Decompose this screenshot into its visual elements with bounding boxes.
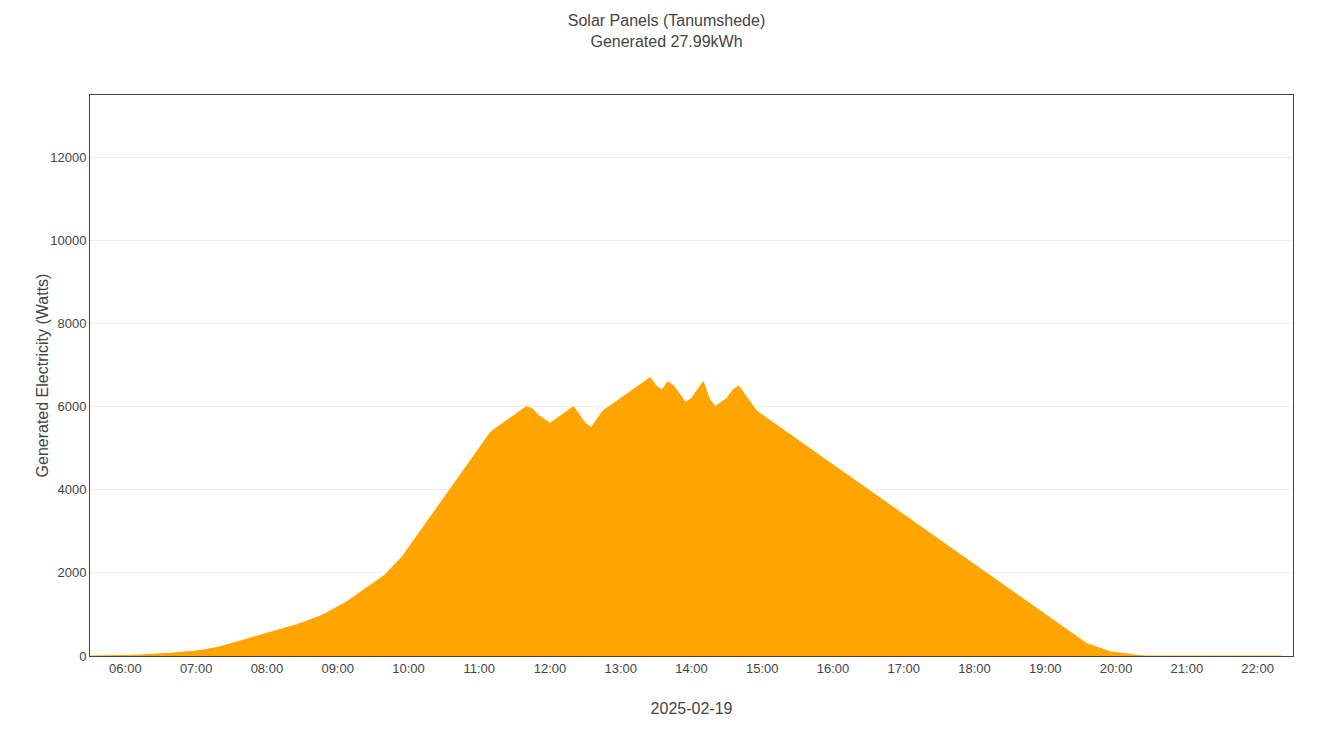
svg-text:07:00: 07:00 [180, 661, 213, 676]
svg-text:09:00: 09:00 [321, 661, 354, 676]
svg-text:8000: 8000 [57, 316, 86, 331]
svg-text:17:00: 17:00 [888, 661, 921, 676]
svg-text:06:00: 06:00 [109, 661, 142, 676]
svg-text:08:00: 08:00 [251, 661, 284, 676]
svg-text:13:00: 13:00 [604, 661, 637, 676]
svg-text:10000: 10000 [50, 233, 86, 248]
svg-text:10:00: 10:00 [392, 661, 425, 676]
svg-text:2000: 2000 [57, 565, 86, 580]
svg-text:20:00: 20:00 [1100, 661, 1133, 676]
svg-text:22:00: 22:00 [1241, 661, 1274, 676]
svg-text:18:00: 18:00 [958, 661, 991, 676]
svg-text:Solar Panels (Tanumshede)Gener: Solar Panels (Tanumshede)Generated 27.99… [568, 12, 765, 50]
svg-text:11:00: 11:00 [463, 661, 495, 676]
svg-text:Generated Electricity (Watts): Generated Electricity (Watts) [34, 274, 51, 478]
svg-text:6000: 6000 [57, 399, 86, 414]
svg-text:4000: 4000 [57, 482, 86, 497]
svg-text:21:00: 21:00 [1171, 661, 1204, 676]
svg-text:0: 0 [79, 649, 86, 664]
svg-text:19:00: 19:00 [1029, 661, 1062, 676]
svg-text:2025-02-19: 2025-02-19 [651, 700, 733, 717]
svg-text:12:00: 12:00 [534, 661, 567, 676]
svg-text:15:00: 15:00 [746, 661, 779, 676]
svg-text:16:00: 16:00 [817, 661, 850, 676]
svg-text:12000: 12000 [50, 150, 86, 165]
svg-text:14:00: 14:00 [675, 661, 708, 676]
